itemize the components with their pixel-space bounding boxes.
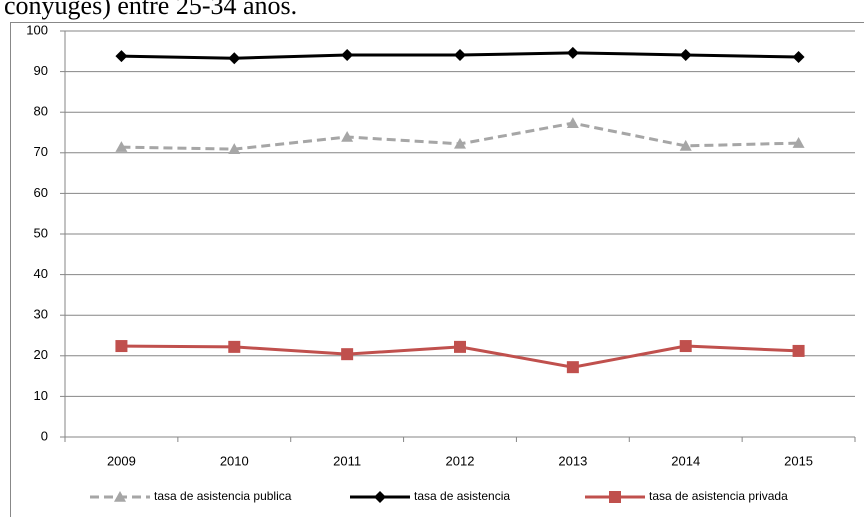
marker [679,139,692,151]
legend-label: tasa de asistencia [414,489,510,503]
marker [115,50,128,63]
marker [566,46,579,59]
legend-marker [114,491,126,502]
marker [679,48,692,61]
marker [566,361,579,374]
legend-marker [374,491,386,503]
marker [792,137,805,148]
y-tick-label: 40 [34,266,48,281]
x-tick-label: 2010 [220,453,249,468]
chart-frame [10,22,864,517]
marker [228,143,241,154]
marker [792,50,805,63]
marker [341,130,354,142]
legend-label: tasa de asistencia publica [154,489,292,503]
legend-label: tasa de asistencia privada [649,489,788,503]
y-tick-label: 90 [34,63,48,78]
legend-marker [609,491,621,503]
y-tick-label: 10 [34,388,48,403]
y-tick-label: 100 [26,22,48,37]
marker [228,52,241,65]
marker [454,137,466,149]
marker [341,48,354,61]
marker [454,48,466,61]
marker [341,348,354,361]
y-tick-label: 60 [34,185,48,200]
marker [679,340,692,353]
y-tick-label: 70 [34,144,48,159]
y-tick-label: 50 [34,225,48,240]
x-tick-label: 2013 [558,453,587,468]
marker [566,117,579,128]
y-tick-label: 80 [34,104,48,119]
marker [115,141,128,152]
x-tick-label: 2012 [446,453,475,468]
marker [115,340,128,353]
y-tick-label: 0 [41,428,48,443]
chart-title: conyuges) entre 25-34 años. [4,0,297,20]
x-tick-label: 2015 [784,453,813,468]
y-tick-label: 20 [34,347,48,362]
x-tick-label: 2009 [107,453,136,468]
y-tick-label: 30 [34,307,48,322]
x-tick-label: 2014 [671,453,700,468]
marker [792,344,805,357]
marker [228,340,241,353]
marker [454,340,466,353]
x-tick-label: 2011 [333,453,361,468]
